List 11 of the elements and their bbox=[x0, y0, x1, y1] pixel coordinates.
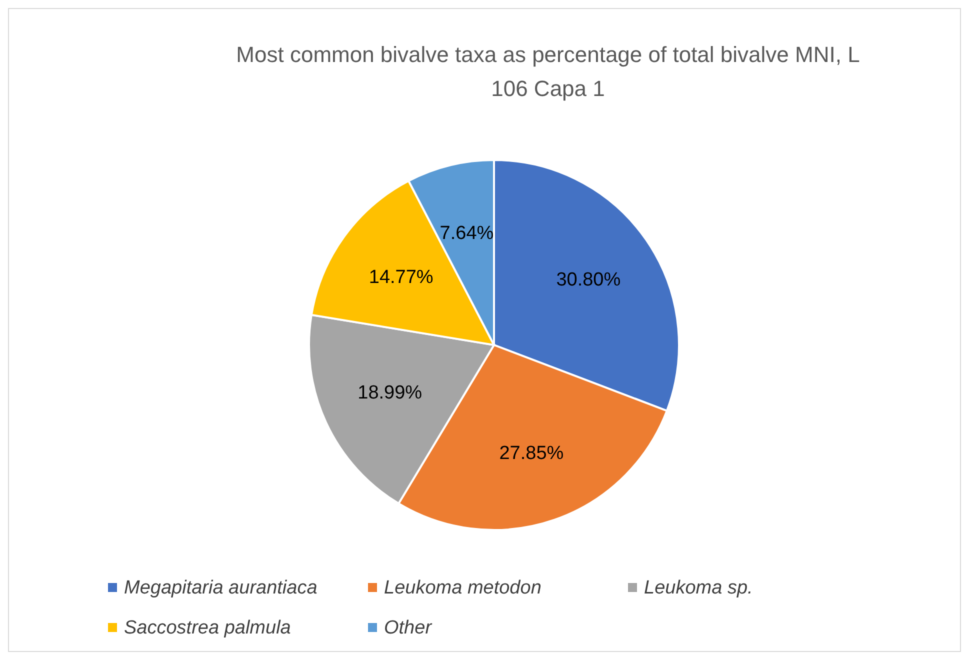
data-label: 27.85% bbox=[499, 442, 564, 464]
data-label: 18.99% bbox=[358, 382, 422, 404]
legend-label: Saccostrea palmula bbox=[124, 618, 291, 638]
chart-title: Most common bivalve taxa as percentage of total bivalve MNI, L 106 Capa 1 bbox=[236, 42, 860, 101]
legend-label: Other bbox=[384, 618, 432, 638]
legend-label: Leukoma metodon bbox=[384, 578, 542, 598]
data-label: 30.80% bbox=[556, 269, 621, 290]
legend-label: Megapitaria aurantiaca bbox=[124, 578, 318, 598]
legend-label: Leukoma sp. bbox=[644, 578, 753, 598]
data-label: 14.77% bbox=[368, 267, 434, 288]
data-label: 7.64% bbox=[440, 223, 494, 244]
